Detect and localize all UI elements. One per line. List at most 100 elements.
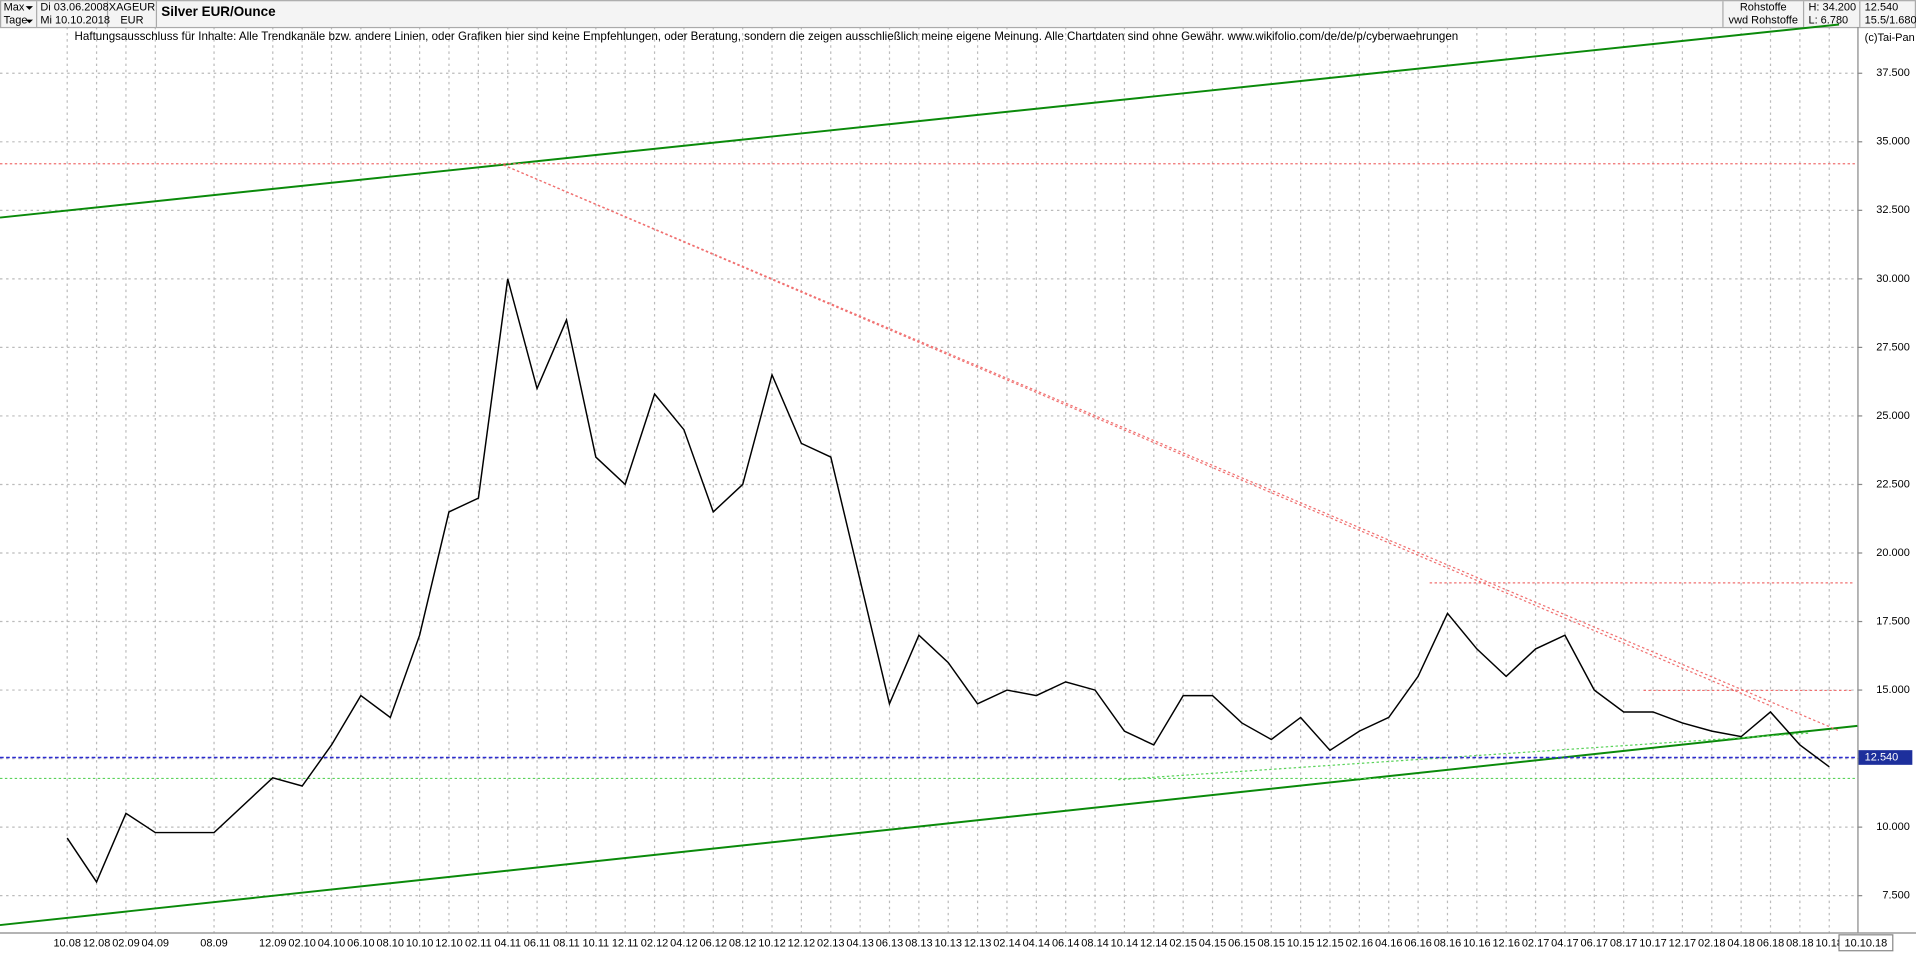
x-tick-label: 02.13 [817, 937, 845, 949]
x-tick-label: 04.17 [1551, 937, 1579, 949]
x-tick-label: 04.11 [494, 937, 521, 949]
dropdown-arrow [25, 6, 33, 10]
x-tick-label: 02.16 [1346, 937, 1374, 949]
group: Rohstoffe [1740, 1, 1787, 13]
x-tick-label: 02.18 [1698, 937, 1726, 949]
x-tick-label: 10.11 [582, 937, 609, 949]
trend-line [0, 724, 1858, 927]
price-line [66, 278, 1830, 884]
x-tick-label: 08.16 [1434, 937, 1462, 949]
x-tick-label: 10.08 [53, 937, 81, 949]
y-tick-label: 32.500 [1876, 204, 1910, 216]
last-price-box [1858, 750, 1913, 765]
grid [0, 26, 1858, 933]
x-tick-label: 12.11 [612, 937, 639, 949]
x-tick-label: 08.18 [1786, 937, 1814, 949]
x-tick-label: 10.13 [934, 937, 962, 949]
y-tick-label: 35.000 [1876, 136, 1910, 148]
disclaimer: Haftungsausschluss für Inhalte: Alle Tre… [75, 30, 1459, 43]
x-tick-label: 04.16 [1375, 937, 1403, 949]
currency: EUR [120, 15, 143, 27]
high: H: 34.200 [1808, 1, 1856, 13]
x-tick-label: 12.10 [435, 937, 463, 949]
x-tick-label: 04.12 [670, 937, 698, 949]
end-date-box [1838, 934, 1894, 952]
y-tick-label: 22.500 [1876, 478, 1910, 490]
x-tick-label: 10.16 [1463, 937, 1491, 949]
x-tick-label: 10.17 [1639, 937, 1667, 949]
x-tick-label: 06.11 [524, 937, 551, 949]
x-tick-label: 06.12 [700, 937, 728, 949]
x-tick-label: 08.14 [1081, 937, 1109, 949]
last-price-label: 12.540 [1865, 751, 1899, 763]
x-tick-label: 02.14 [993, 937, 1021, 949]
chart-title: Silver EUR/Ounce [161, 4, 276, 19]
x-tick-label: 04.09 [142, 937, 170, 949]
x-tick-label: 12.15 [1316, 937, 1344, 949]
x-tick-label: 02.17 [1522, 937, 1550, 949]
x-tick-label: 10.12 [758, 937, 786, 949]
x-tick-label: 06.18 [1757, 937, 1785, 949]
period-select[interactable]: Tage [4, 15, 28, 27]
x-tick-label: 06.14 [1052, 937, 1080, 949]
header-bar [0, 0, 1916, 29]
y-tick-label: 30.000 [1876, 273, 1910, 285]
x-tick-label: 12.14 [1140, 937, 1168, 949]
end-date: 10.10.18 [1845, 937, 1888, 949]
x-tick-label: 06.10 [347, 937, 375, 949]
x-tick-label: 08.11 [553, 937, 580, 949]
x-tick-label: 10.18 [1815, 937, 1843, 949]
x-tick-label: 08.13 [905, 937, 933, 949]
x-tick-label: 02.09 [112, 937, 140, 949]
x-tick-label: 04.15 [1199, 937, 1227, 949]
y-tick-label: 20.000 [1876, 547, 1910, 559]
x-tick-label: 06.16 [1404, 937, 1432, 949]
x-tick-label: 12.17 [1669, 937, 1697, 949]
x-tick-label: 02.11 [465, 937, 492, 949]
x-tick-label: 08.17 [1610, 937, 1638, 949]
x-tick-label: 10.10 [406, 937, 434, 949]
copyright: (c)Tai-Pan [1865, 32, 1915, 44]
y-tick-label: 37.500 [1876, 67, 1910, 79]
y-tick-label: 27.500 [1876, 341, 1910, 353]
x-tick-label: 10.15 [1287, 937, 1315, 949]
x-tick-label: 02.10 [288, 937, 316, 949]
x-tick-label: 06.13 [876, 937, 904, 949]
x-tick-label: 02.15 [1169, 937, 1197, 949]
symbol: XAGEUR [109, 1, 155, 13]
source: vwd Rohstoffe [1729, 15, 1798, 27]
trend-line [503, 164, 1773, 707]
x-tick-label: 04.10 [318, 937, 346, 949]
trend-line [503, 164, 1840, 732]
x-tick-label: 12.13 [964, 937, 992, 949]
info: 15.5/1.680 [1865, 15, 1916, 27]
x-tick-label: 04.14 [1023, 937, 1051, 949]
x-tick-label: 12.12 [788, 937, 816, 949]
x-tick-label: 06.15 [1228, 937, 1256, 949]
y-tick-label: 15.000 [1876, 684, 1910, 696]
x-tick-label: 10.14 [1111, 937, 1139, 949]
y-tick-label: 17.500 [1876, 615, 1910, 627]
y-tick-label: 7.500 [1882, 890, 1910, 902]
y-tick-label: 25.000 [1876, 410, 1910, 422]
y-tick-label: 10.000 [1876, 821, 1910, 833]
x-tick-label: 04.18 [1727, 937, 1755, 949]
x-tick-label: 06.17 [1581, 937, 1609, 949]
x-tick-label: 08.09 [200, 937, 228, 949]
x-tick-label: 08.10 [376, 937, 404, 949]
x-tick-label: 02.12 [641, 937, 669, 949]
x-tick-label: 12.09 [259, 937, 287, 949]
start-date: Di 03.06.2008 [40, 1, 108, 13]
range-select[interactable]: Max [4, 1, 25, 13]
x-tick-label: 08.15 [1258, 937, 1286, 949]
dropdown-arrow [25, 19, 33, 24]
trend-line [0, 23, 1840, 219]
last-price: 12.540 [1865, 1, 1899, 13]
x-tick-label: 12.08 [83, 937, 111, 949]
x-tick-label: 12.16 [1492, 937, 1520, 949]
x-tick-label: 04.13 [846, 937, 874, 949]
end-date: Mi 10.10.2018 [40, 15, 110, 27]
x-tick-label: 08.12 [729, 937, 757, 949]
